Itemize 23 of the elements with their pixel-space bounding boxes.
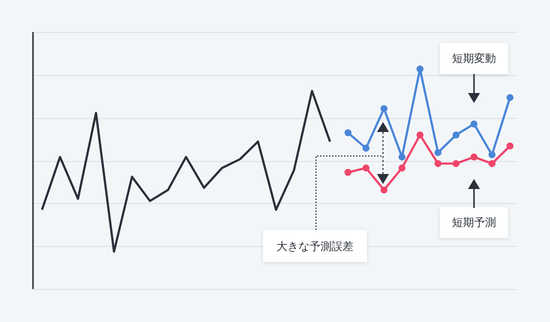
point: [344, 168, 352, 176]
point: [470, 120, 478, 128]
point: [506, 142, 514, 150]
point: [398, 153, 406, 160]
point: [380, 186, 388, 194]
point: [488, 151, 496, 158]
point: [416, 131, 424, 138]
point: [362, 144, 370, 152]
text: 短期変動: [440, 43, 508, 74]
point: [416, 65, 424, 72]
point: [434, 149, 442, 156]
annotation: 大きな予測誤差: [263, 230, 367, 262]
point: [488, 160, 496, 168]
point: [398, 164, 406, 172]
point: [506, 94, 514, 102]
annotation: 短期予測: [440, 207, 508, 238]
point: [470, 153, 478, 160]
point: [362, 164, 370, 172]
point: [452, 131, 460, 138]
point: [380, 105, 388, 112]
point: [434, 160, 442, 168]
point: [344, 129, 352, 136]
point: [452, 160, 460, 168]
